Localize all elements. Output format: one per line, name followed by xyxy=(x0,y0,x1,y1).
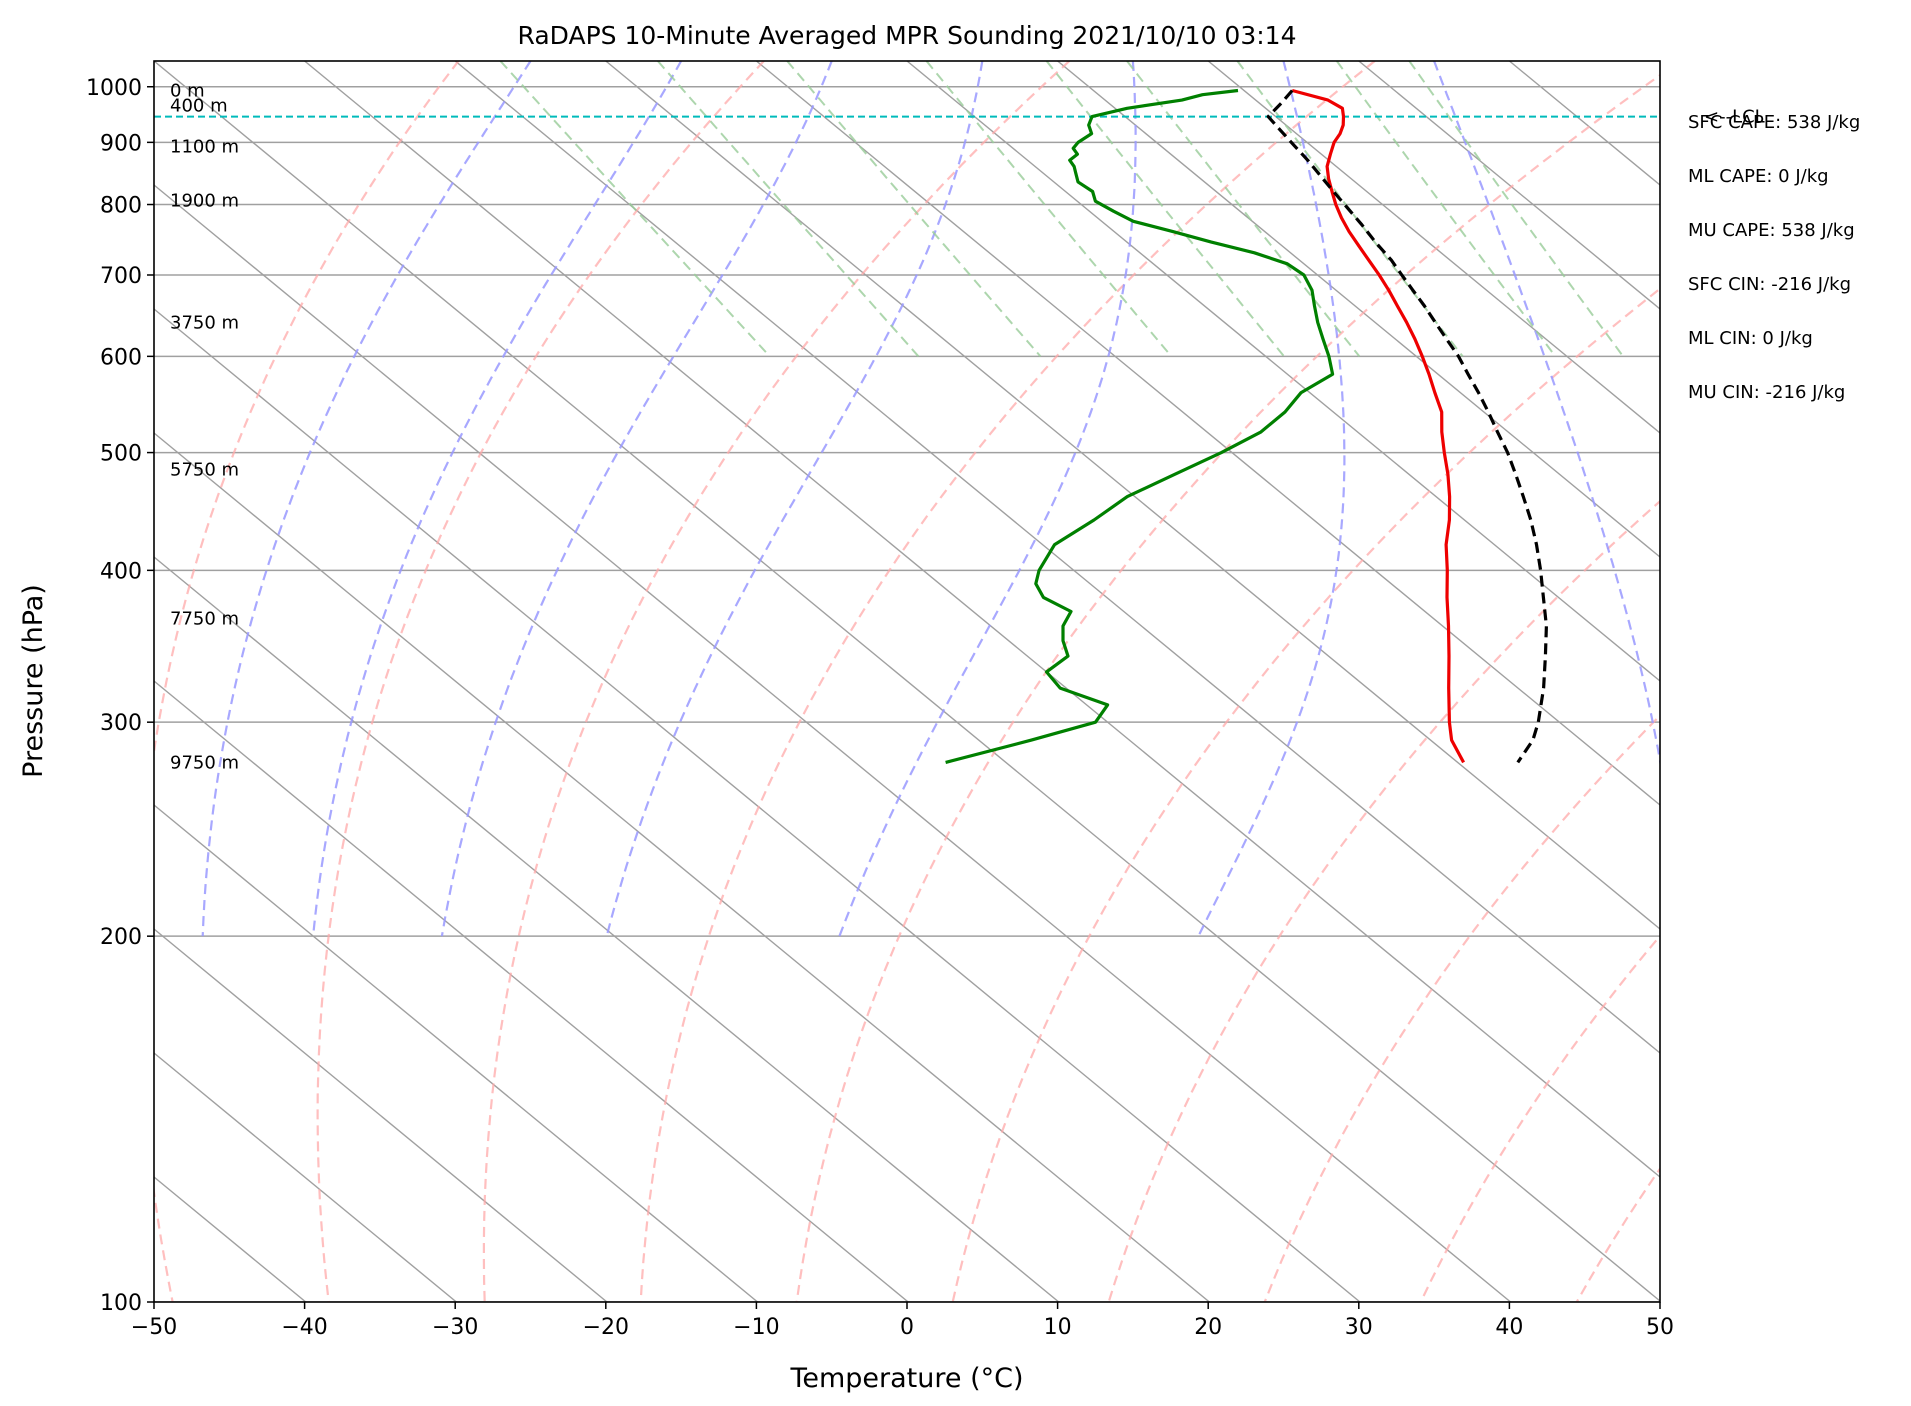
moist-adiabat-line xyxy=(1197,61,1346,937)
height-labels: 9750 m 7750 m 5750 m 3750 m 1900 m 1100 m 400 … xyxy=(170,80,239,773)
height-label: 5750 m xyxy=(170,460,239,481)
isotherm-line xyxy=(1358,61,1660,310)
temperature-profile-line xyxy=(1291,88,1466,764)
isotherm-line xyxy=(1207,61,1660,434)
isotherm-line xyxy=(154,1052,457,1302)
dry-adiabat-line xyxy=(316,61,765,1302)
thermo-index-text: MU CAPE: 538 J/kg xyxy=(1688,220,1855,241)
dry-adiabat-line xyxy=(1889,61,1911,1302)
isotherm-line xyxy=(1057,61,1660,558)
height-label: 7750 m xyxy=(170,609,239,630)
mixing-ratio-line xyxy=(786,61,1042,358)
moist-adiabat-line xyxy=(1433,61,1660,768)
isotherm-line xyxy=(755,61,1660,806)
x-tick-label: −20 xyxy=(583,1315,629,1340)
thermo-index-text: ML CAPE: 0 J/kg xyxy=(1688,166,1829,187)
y-tick-label: 800 xyxy=(100,194,142,219)
mixing-ratio-line xyxy=(925,61,1173,358)
dry-adiabat-line xyxy=(1733,61,1911,1302)
thermo-index-text: SFC CAPE: 538 J/kg xyxy=(1688,112,1860,133)
x-tick-label: 20 xyxy=(1194,1315,1222,1340)
background-lines xyxy=(0,61,1911,1302)
dry-adiabat-line xyxy=(154,61,460,1302)
dry-adiabat-line xyxy=(482,61,1071,1302)
x-tick-label: 50 xyxy=(1646,1315,1674,1340)
moist-adiabat-line xyxy=(312,61,683,937)
mixing-ratio-line xyxy=(1335,61,1557,357)
isotherm-line xyxy=(454,61,1660,1054)
mixing-ratio-line xyxy=(1408,61,1624,357)
y-tick-label: 1000 xyxy=(86,76,142,101)
y-axis-ticks: 100 200 300 400 500 600 700 800 900 1000 xyxy=(86,76,154,1316)
isotherm-line xyxy=(154,61,1660,1302)
x-tick-label: −10 xyxy=(733,1315,779,1340)
dry-adiabat-line xyxy=(1107,499,1660,1302)
dry-adiabat-line xyxy=(951,287,1660,1302)
y-tick-label: 900 xyxy=(100,131,142,156)
height-label: 400 m xyxy=(170,96,228,117)
isotherm-line xyxy=(154,680,909,1302)
parcel-profile-line xyxy=(1266,89,1548,764)
height-label: 9750 m xyxy=(170,752,239,773)
dry-adiabat-line xyxy=(1419,934,1660,1302)
height-label: 1900 m xyxy=(170,191,239,212)
x-tick-label: 30 xyxy=(1345,1315,1373,1340)
moist-adiabat-line xyxy=(440,61,833,937)
y-tick-label: 500 xyxy=(100,442,142,467)
mixing-ratio-line xyxy=(1045,61,1285,358)
sounding-profiles xyxy=(154,88,1660,764)
thermo-index-text: MU CIN: -216 J/kg xyxy=(1688,382,1845,403)
moist-adiabat-line xyxy=(201,61,532,937)
isotherm-line xyxy=(154,432,1210,1302)
lcl-label: <--LCL xyxy=(1704,107,1765,128)
moist-adiabat-line xyxy=(605,61,984,937)
y-tick-label: 400 xyxy=(100,559,142,584)
thermo-index-text: SFC CIN: -216 J/kg xyxy=(1688,274,1851,295)
moist-adiabat-line xyxy=(838,61,1137,937)
y-tick-label: 600 xyxy=(100,345,142,370)
height-label: 0 m xyxy=(170,80,205,101)
thermo-indices: SFC CAPE: 538 J/kg ML CAPE: 0 J/kg MU CAPE… xyxy=(1688,112,1860,403)
isotherm-line xyxy=(0,61,5,1302)
mixing-ratio-line xyxy=(499,61,771,358)
x-tick-label: 0 xyxy=(900,1315,914,1340)
isotherm-line xyxy=(1508,61,1660,186)
x-tick-label: 10 xyxy=(1044,1315,1072,1340)
y-axis-label: Pressure (hPa) xyxy=(18,584,49,778)
isotherm-line xyxy=(1659,61,1660,62)
y-tick-label: 700 xyxy=(100,264,142,289)
x-tick-label: −30 xyxy=(432,1315,478,1340)
y-tick-label: 200 xyxy=(100,925,142,950)
x-tick-label: 40 xyxy=(1495,1315,1523,1340)
dewpoint-profile-line xyxy=(945,88,1335,764)
dry-adiabat-line xyxy=(1575,1166,1660,1302)
isotherm-line xyxy=(154,804,759,1302)
mixing-ratio-line xyxy=(657,61,920,358)
height-label: 3750 m xyxy=(170,312,239,333)
dry-adiabat-line xyxy=(639,61,1376,1302)
x-tick-label: −50 xyxy=(131,1315,177,1340)
chart-title: RaDAPS 10-Minute Averaged MPR Sounding 2… xyxy=(518,21,1297,50)
isotherm-line xyxy=(154,308,1361,1302)
thermo-index-text: ML CIN: 0 J/kg xyxy=(1688,328,1813,349)
isotherm-line xyxy=(154,184,1512,1302)
y-tick-label: 100 xyxy=(100,1291,142,1316)
isotherm-line xyxy=(906,61,1660,682)
mixing-ratio-line xyxy=(1126,61,1361,358)
isotherm-line xyxy=(154,556,1060,1302)
height-label: 1100 m xyxy=(170,136,239,157)
dry-adiabat-line xyxy=(795,73,1660,1302)
x-axis-label: Temperature (°C) xyxy=(789,1363,1023,1394)
x-tick-label: −40 xyxy=(281,1315,327,1340)
y-tick-label: 300 xyxy=(100,711,142,736)
isotherm-line xyxy=(605,61,1660,930)
isotherm-line xyxy=(154,928,608,1302)
x-axis-ticks: −50 −40 −30 −20 −10 0 10 20 30 40 50 xyxy=(131,1302,1674,1340)
